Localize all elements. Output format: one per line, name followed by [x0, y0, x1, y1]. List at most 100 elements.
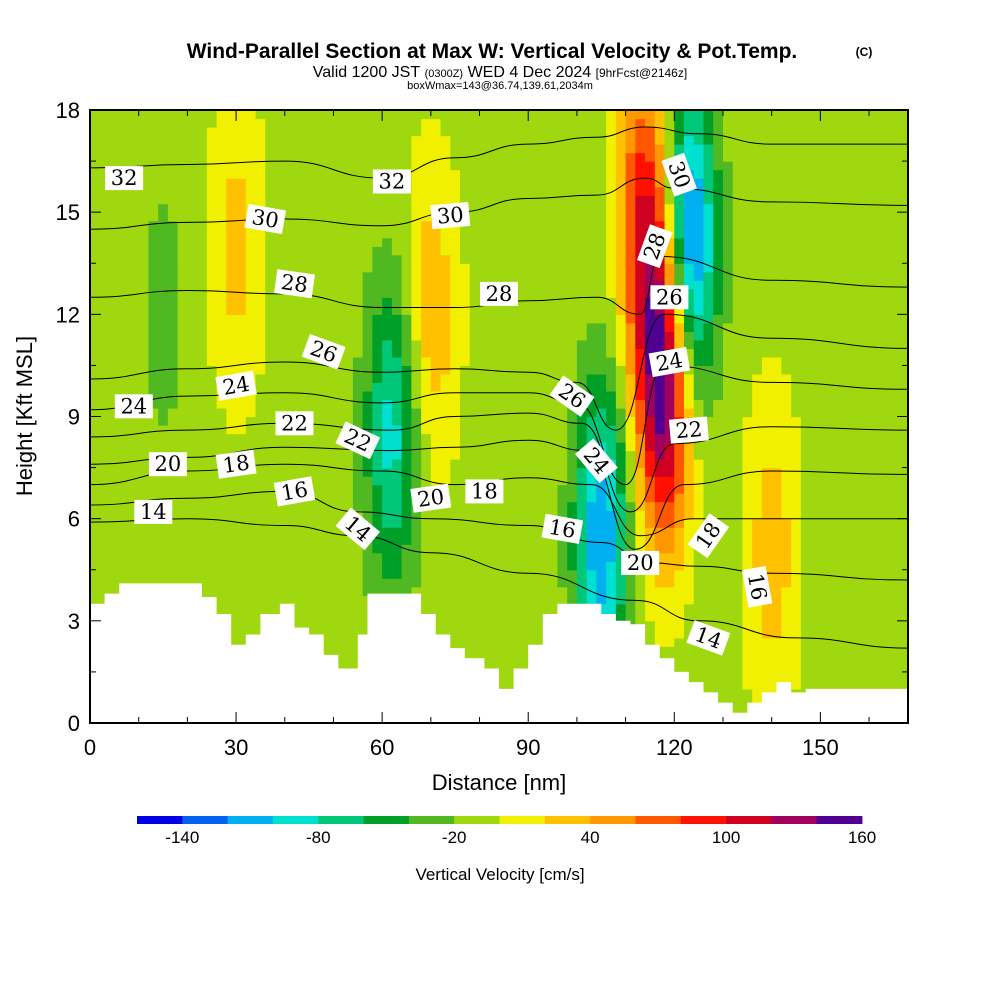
field-cell [216, 186, 227, 196]
field-cell [693, 450, 705, 460]
field-cell [236, 425, 247, 435]
field-cell [323, 544, 335, 554]
field-cell [499, 203, 510, 213]
field-cell [313, 178, 325, 188]
field-cell [216, 220, 227, 230]
field-cell [664, 510, 675, 520]
field-cell [391, 297, 403, 307]
field-cell [158, 493, 169, 503]
field-cell [90, 118, 101, 128]
field-cell [518, 110, 529, 120]
field-cell [99, 578, 111, 588]
field-cell [197, 544, 208, 554]
field-cell [275, 544, 286, 554]
field-cell [645, 603, 656, 613]
field-cell [284, 322, 296, 332]
field-cell [119, 425, 130, 435]
field-cell [275, 144, 286, 154]
field-cell [197, 484, 208, 494]
field-cell [742, 467, 753, 477]
field-cell [440, 271, 451, 281]
field-cell [119, 510, 130, 520]
field-cell [411, 433, 422, 443]
field-cell [674, 237, 685, 247]
field-cell [382, 314, 393, 324]
field-cell [372, 493, 383, 503]
field-cell [528, 620, 539, 630]
field-cell [732, 680, 744, 690]
field-cell [177, 161, 188, 171]
field-cell [109, 195, 120, 205]
field-cell [557, 212, 568, 222]
field-cell [245, 569, 257, 579]
field-cell [528, 118, 539, 128]
field-cell [499, 493, 510, 503]
field-cell [528, 322, 539, 332]
field-cell [313, 535, 325, 545]
field-cell [216, 246, 227, 256]
field-cell [479, 314, 490, 324]
field-cell [674, 339, 685, 349]
field-cell [187, 220, 198, 230]
field-cell [450, 348, 461, 358]
field-cell [304, 450, 315, 460]
field-cell [382, 152, 393, 162]
field-cell [245, 484, 257, 494]
field-cell [391, 433, 403, 443]
field-cell [586, 118, 597, 128]
field-cell [752, 212, 763, 222]
field-cell [684, 110, 695, 120]
field-cell [752, 118, 763, 128]
field-cell [362, 212, 374, 222]
field-cell [128, 288, 140, 298]
field-cell [547, 578, 559, 588]
field-cell [625, 271, 636, 281]
field-cell [216, 569, 227, 579]
field-cell [275, 527, 286, 537]
field-cell [158, 135, 169, 145]
field-cell [528, 348, 539, 358]
field-cell [499, 671, 510, 682]
field-cell [333, 476, 344, 486]
field-cell [479, 220, 490, 230]
field-cell [518, 152, 529, 162]
field-cell [284, 586, 296, 596]
field-cell [148, 220, 159, 230]
field-cell [596, 390, 607, 401]
field-cell [537, 331, 549, 341]
field-cell [440, 178, 451, 188]
field-cell [606, 220, 617, 230]
field-cell [275, 263, 286, 273]
field-cell [401, 373, 412, 384]
field-cell [119, 527, 130, 537]
field-cell [693, 671, 705, 682]
field-cell [90, 186, 101, 196]
field-cell [382, 569, 393, 579]
field-cell [421, 407, 432, 418]
field-cell [391, 459, 403, 469]
field-cell [635, 152, 646, 162]
field-cell [391, 254, 403, 264]
field-cell [664, 629, 675, 639]
field-cell [401, 314, 412, 324]
field-cell [508, 407, 520, 418]
field-cell [265, 271, 276, 281]
field-cell [625, 135, 636, 145]
field-cell [615, 305, 627, 315]
field-cell [761, 654, 773, 664]
field-cell [90, 237, 101, 247]
field-cell [236, 348, 247, 358]
field-cell [255, 178, 266, 188]
field-cell [197, 348, 208, 358]
field-cell [722, 654, 734, 664]
field-cell [479, 620, 490, 630]
field-cell [236, 603, 247, 613]
field-cell [635, 110, 646, 120]
field-cell [372, 331, 383, 341]
field-cell [732, 433, 744, 443]
field-cell [547, 127, 559, 137]
field-cell [391, 390, 403, 401]
field-cell [547, 135, 559, 145]
field-cell [187, 348, 198, 358]
field-cell [226, 195, 237, 205]
